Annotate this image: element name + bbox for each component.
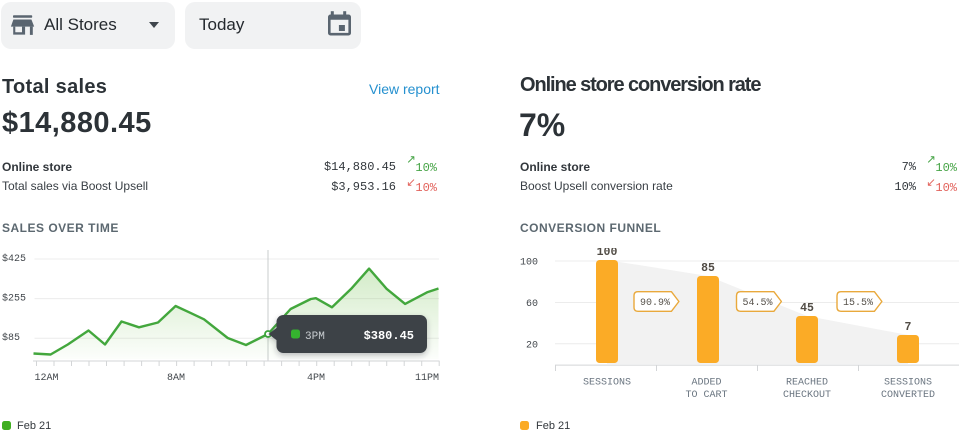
svg-text:20: 20 [526, 340, 538, 351]
svg-text:8AM: 8AM [167, 373, 185, 384]
svg-text:15.5%: 15.5% [843, 298, 873, 309]
svg-text:60: 60 [526, 299, 538, 310]
svg-text:45: 45 [800, 302, 814, 315]
svg-text:SESSIONS: SESSIONS [583, 377, 631, 388]
svg-text:TO CART: TO CART [685, 390, 727, 401]
svg-text:$255: $255 [2, 292, 26, 304]
svg-text:SESSIONS: SESSIONS [884, 377, 932, 388]
svg-text:4PM: 4PM [307, 373, 325, 384]
svg-text:ADDED: ADDED [691, 377, 721, 388]
svg-text:100: 100 [597, 248, 618, 259]
svg-text:$425: $425 [2, 253, 26, 265]
svg-text:CHECKOUT: CHECKOUT [783, 390, 831, 401]
svg-text:11PM: 11PM [415, 373, 439, 384]
svg-text:$85: $85 [2, 332, 20, 344]
svg-text:REACHED: REACHED [786, 377, 828, 388]
svg-text:85: 85 [701, 262, 715, 275]
svg-text:3PM: 3PM [305, 331, 325, 343]
svg-text:54.5%: 54.5% [742, 298, 772, 309]
svg-text:90.9%: 90.9% [640, 298, 670, 309]
svg-text:CONVERTED: CONVERTED [881, 390, 935, 401]
svg-text:100: 100 [520, 258, 538, 269]
svg-text:$380.45: $380.45 [364, 329, 414, 343]
svg-text:7: 7 [905, 321, 912, 334]
svg-text:12AM: 12AM [35, 373, 59, 384]
